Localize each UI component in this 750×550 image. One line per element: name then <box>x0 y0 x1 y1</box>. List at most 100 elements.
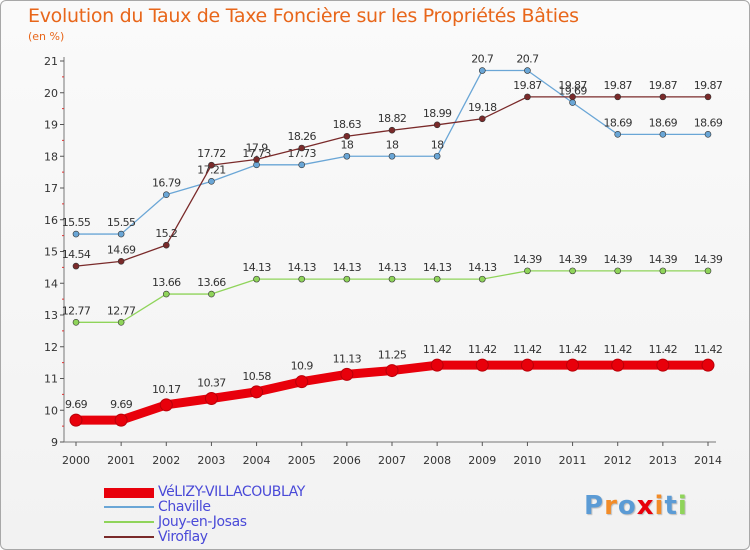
x-tick-label: 2008 <box>423 454 451 467</box>
data-point <box>204 392 218 406</box>
data-point <box>520 358 534 372</box>
legend-item-chaville: Chaville <box>104 499 404 515</box>
data-label: 14.13 <box>287 261 316 274</box>
data-point <box>72 319 80 326</box>
y-tick-label: 21 <box>44 55 58 68</box>
data-label: 15.55 <box>62 216 91 229</box>
legend-item-viroflay: Viroflay <box>104 529 404 545</box>
data-point <box>433 121 441 129</box>
data-label: 19.87 <box>513 79 542 92</box>
data-point <box>295 375 309 389</box>
legend-label-jouy: Jouy-en-Josas <box>158 514 247 530</box>
data-point <box>114 413 128 427</box>
data-point <box>524 67 531 74</box>
data-label: 18.99 <box>423 107 452 120</box>
data-point <box>704 267 712 275</box>
data-point <box>433 275 441 283</box>
data-label: 11.42 <box>603 343 632 356</box>
data-point <box>162 241 170 249</box>
data-point <box>659 267 667 275</box>
data-label: 14.39 <box>649 253 678 266</box>
data-point <box>208 178 215 185</box>
data-point <box>162 191 170 198</box>
data-label: 14.13 <box>468 261 497 274</box>
data-point <box>385 364 399 378</box>
y-tick-label: 20 <box>44 87 58 100</box>
logo-letter: t <box>664 491 678 521</box>
data-point <box>524 93 531 101</box>
legend-swatch-velizy <box>104 488 154 498</box>
data-label: 13.66 <box>152 276 181 289</box>
legend: VéLIZY-VILLACOUBLAY Chaville Jouy-en-Jos… <box>104 484 404 545</box>
data-label: 11.13 <box>333 352 362 365</box>
x-tick-label: 2013 <box>649 454 677 467</box>
data-label: 11.42 <box>423 343 452 356</box>
data-label: 18.82 <box>378 112 407 125</box>
x-tick-label: 2003 <box>197 454 225 467</box>
x-tick-label: 2012 <box>604 454 632 467</box>
data-label: 17.21 <box>197 163 226 176</box>
data-label: 18.69 <box>694 116 723 129</box>
x-tick-label: 2007 <box>378 454 406 467</box>
data-point <box>208 290 215 298</box>
data-point <box>433 152 441 160</box>
legend-swatch-viroflay <box>104 536 154 538</box>
data-label: 14.54 <box>62 248 91 261</box>
data-label: 12.77 <box>107 304 136 317</box>
data-label: 14.13 <box>378 261 407 274</box>
data-point <box>208 161 215 169</box>
data-point <box>253 275 260 283</box>
data-label: 15.2 <box>155 227 177 240</box>
y-tick-label: 12 <box>44 341 58 354</box>
data-point <box>569 267 576 275</box>
logo-letter: i <box>677 491 688 521</box>
y-tick-label: 10 <box>44 404 58 417</box>
data-point <box>117 230 125 238</box>
chart-title: Evolution du Taux de Taxe Foncière sur l… <box>28 5 579 27</box>
data-label: 12.77 <box>62 304 91 317</box>
data-label: 14.39 <box>513 253 542 266</box>
y-tick-label: 11 <box>44 373 58 386</box>
y-tick-label: 15 <box>44 246 58 259</box>
data-point <box>478 67 486 74</box>
data-label: 10.37 <box>197 377 226 390</box>
data-point <box>343 152 351 160</box>
data-label: 19.18 <box>468 101 497 114</box>
data-label: 11.42 <box>558 343 587 356</box>
data-point <box>659 131 667 138</box>
logo-letter: P <box>584 491 605 521</box>
data-point <box>117 319 125 326</box>
data-label: 18.69 <box>603 116 632 129</box>
data-label: 20.7 <box>471 53 494 66</box>
y-tick-label: 13 <box>44 309 58 322</box>
data-label: 17.9 <box>246 141 269 154</box>
data-label: 19.87 <box>603 79 632 92</box>
logo-letter: x <box>636 491 655 521</box>
data-label: 14.13 <box>242 261 271 274</box>
x-tick-label: 2006 <box>333 454 361 467</box>
x-tick-label: 2011 <box>559 454 587 467</box>
series-line-1 <box>75 69 709 235</box>
data-label: 17.73 <box>242 147 271 160</box>
data-point <box>524 267 531 275</box>
data-point <box>388 275 396 283</box>
data-label: 19.87 <box>694 79 723 92</box>
data-point <box>569 93 576 101</box>
data-label: 9.69 <box>110 398 133 411</box>
x-tick-label: 2010 <box>513 454 541 467</box>
data-label: 16.79 <box>152 177 181 190</box>
data-label: 11.42 <box>694 343 723 356</box>
data-label: 14.39 <box>603 253 632 266</box>
data-point <box>298 144 306 152</box>
data-label: 9.69 <box>65 398 88 411</box>
legend-label-viroflay: Viroflay <box>158 529 208 545</box>
y-tick-label: 18 <box>44 150 58 163</box>
data-label: 11.42 <box>649 343 678 356</box>
data-point <box>72 262 80 270</box>
data-point <box>704 131 712 138</box>
data-label: 19.87 <box>649 79 678 92</box>
data-label: 18 <box>386 138 399 151</box>
proxiti-logo: Proxiti <box>584 491 688 521</box>
data-point <box>659 93 667 101</box>
